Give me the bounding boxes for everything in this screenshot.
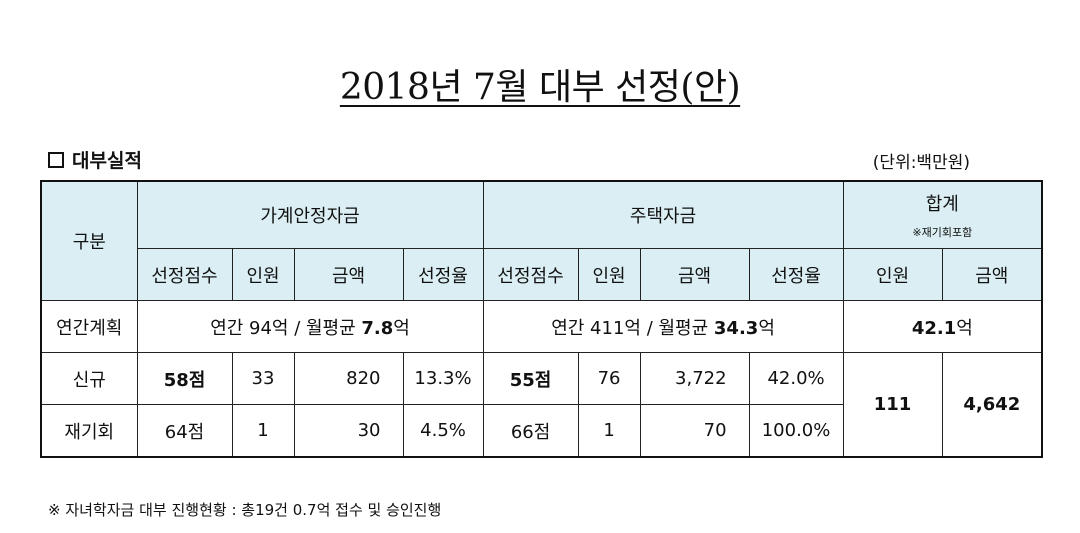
restart-household-amount: 30 xyxy=(293,404,404,458)
annual-housing-plan: 연간 411억 / 월평균 34.3억 xyxy=(482,300,844,353)
header-total-note: ※재기회포함 xyxy=(912,226,973,239)
header-household-fund: 가계안정자금 xyxy=(136,180,484,249)
restart-housing-amount: 70 xyxy=(639,404,750,458)
restart-household-score: 64점 xyxy=(136,404,233,458)
row-label-restart: 재기회 xyxy=(40,404,138,458)
footnote: ※ 자녀학자금 대부 진행현황 : 총19건 0.7억 접수 및 승인진행 xyxy=(48,501,442,519)
subheader-amount: 금액 xyxy=(639,248,750,301)
header-housing-fund: 주택자금 xyxy=(482,180,844,249)
restart-household-rate: 4.5% xyxy=(402,404,484,458)
subheader-rate: 선정율 xyxy=(748,248,844,301)
checkbox-icon xyxy=(48,151,64,168)
new-housing-rate: 42.0% xyxy=(748,352,844,405)
annual-household-plan: 연간 94억 / 월평균 7.8억 xyxy=(136,300,484,353)
unit-label: (단위:백만원) xyxy=(872,153,970,173)
header-total: 합계 ※재기회포함 xyxy=(842,180,1043,249)
row-label-annual: 연간계획 xyxy=(40,300,138,353)
total-amount: 4,642 xyxy=(941,352,1043,458)
restart-household-people: 1 xyxy=(231,404,295,458)
subheader-people: 인원 xyxy=(231,248,295,301)
subheader-score: 선정점수 xyxy=(482,248,579,301)
subheader-total-people: 인원 xyxy=(842,248,943,301)
annual-total-plan: 42.1억 xyxy=(842,300,1043,353)
subheader-amount: 금액 xyxy=(293,248,404,301)
table-row: 재기회 64점 1 30 4.5% 66점 1 70 100.0% xyxy=(40,404,1042,458)
section-heading: 대부실적 xyxy=(48,146,142,173)
table-row: 신규 58점 33 820 13.3% 55점 76 3,722 42.0% 1… xyxy=(40,352,1043,458)
restart-housing-rate: 100.0% xyxy=(748,404,844,458)
new-household-people: 33 xyxy=(231,352,295,405)
loan-results-table: 구분 가계안정자금 주택자금 합계 ※재기회포함 선정점수 인원 금액 선정율 … xyxy=(40,180,1044,458)
table-row: 연간계획 연간 94억 / 월평균 7.8억 연간 411억 / 월평균 34.… xyxy=(40,300,1043,353)
new-household-amount: 820 xyxy=(293,352,404,405)
section-label: 대부실적 xyxy=(72,150,142,172)
subheader-rate: 선정율 xyxy=(402,248,484,301)
header-total-label: 합계 xyxy=(925,194,959,215)
total-people: 111 xyxy=(842,352,943,458)
restart-housing-score: 66점 xyxy=(482,404,579,458)
new-housing-people: 76 xyxy=(577,352,641,405)
new-housing-score: 55점 xyxy=(482,352,579,405)
page-title: 2018년 7월 대부 선정(안) xyxy=(339,67,741,108)
subheader-score: 선정점수 xyxy=(136,248,233,301)
row-label-new: 신규 xyxy=(40,352,138,405)
new-housing-amount: 3,722 xyxy=(639,352,750,405)
restart-housing-people: 1 xyxy=(577,404,641,458)
new-household-rate: 13.3% xyxy=(402,352,484,405)
subheader-people: 인원 xyxy=(577,248,641,301)
subheader-total-amount: 금액 xyxy=(941,248,1043,301)
header-gubun: 구분 xyxy=(40,180,138,301)
new-household-score: 58점 xyxy=(136,352,233,405)
